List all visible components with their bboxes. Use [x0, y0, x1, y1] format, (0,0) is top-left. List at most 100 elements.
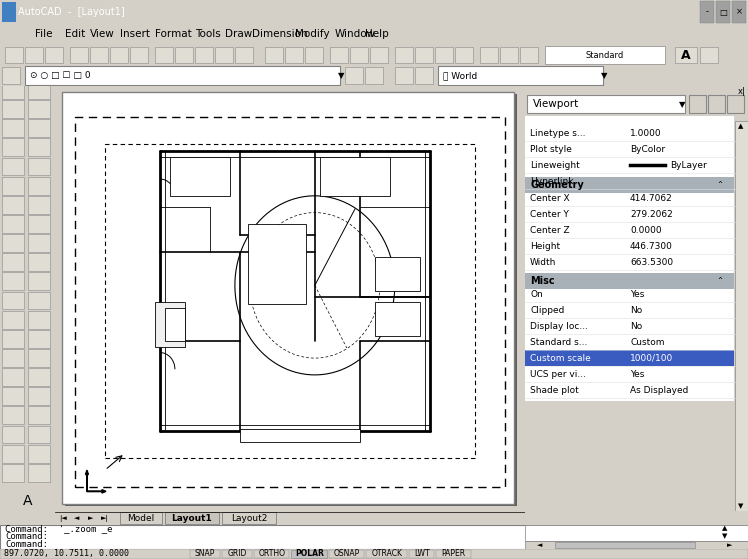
Text: ⌃: ⌃ [717, 277, 723, 286]
Text: 446.7300: 446.7300 [630, 241, 673, 251]
Text: 897.0720, 10.7511, 0.0000: 897.0720, 10.7511, 0.0000 [4, 549, 129, 558]
Bar [2, 292, 24, 310]
Text: ►: ► [727, 542, 733, 548]
Text: 414.7062: 414.7062 [630, 193, 672, 203]
Bar [525, 177, 734, 193]
Text: Display loc...: Display loc... [530, 322, 588, 331]
Text: Edit: Edit [65, 30, 85, 39]
Text: ⊙ ○ □ ☐ □ 0: ⊙ ○ □ ☐ □ 0 [30, 71, 91, 80]
Bar [285, 47, 303, 63]
Text: Clipped: Clipped [530, 306, 565, 315]
Bar [25, 47, 43, 63]
Bar [2, 100, 24, 118]
Bar [370, 47, 388, 63]
Text: Command:: Command: [5, 532, 48, 541]
Bar [525, 116, 734, 181]
Bar [190, 550, 220, 558]
Text: Tools: Tools [195, 30, 221, 39]
Bar [708, 95, 725, 113]
Text: No: No [630, 322, 643, 331]
Bar [28, 100, 49, 118]
Bar [2, 158, 24, 176]
Text: GRID: GRID [227, 549, 247, 558]
Bar [2, 445, 24, 462]
Bar [28, 311, 49, 329]
Bar [28, 425, 49, 443]
Bar [330, 47, 348, 63]
Bar [175, 47, 193, 63]
Bar [675, 47, 697, 63]
Bar [409, 550, 434, 558]
Text: File: File [35, 30, 52, 39]
Text: SNAP: SNAP [194, 549, 215, 558]
Text: Custom: Custom [630, 338, 664, 347]
Text: On: On [530, 290, 543, 299]
Text: Misc: Misc [530, 276, 555, 286]
Text: 1000/100: 1000/100 [630, 354, 673, 363]
Bar [2, 234, 24, 252]
Bar [455, 47, 473, 63]
Text: 🌐 World: 🌐 World [443, 71, 477, 80]
Bar [500, 47, 518, 63]
Text: Dimension: Dimension [252, 30, 307, 39]
Text: ◄: ◄ [537, 542, 543, 548]
Bar [2, 119, 24, 137]
Text: 0.0000: 0.0000 [630, 226, 662, 235]
Bar [292, 550, 327, 558]
Text: OTRACK: OTRACK [372, 549, 402, 558]
Bar [28, 139, 49, 157]
Text: Insert: Insert [120, 30, 150, 39]
Bar [345, 68, 363, 84]
Bar [525, 86, 748, 96]
Text: PAPER: PAPER [441, 549, 466, 558]
Bar [375, 302, 420, 336]
Text: POLAR: POLAR [295, 549, 324, 558]
Text: 279.2062: 279.2062 [630, 210, 672, 219]
Text: -: - [705, 7, 708, 17]
Bar [716, 1, 730, 23]
Text: ByColor: ByColor [630, 145, 665, 154]
Text: Lineweight: Lineweight [530, 160, 580, 170]
Text: x|: x| [738, 87, 746, 96]
Bar [2, 68, 20, 84]
Bar [395, 68, 413, 84]
Bar [105, 144, 475, 458]
Text: ►|: ►| [101, 515, 108, 522]
Text: |◄: |◄ [59, 515, 67, 522]
Bar [305, 47, 323, 63]
Bar [28, 292, 49, 310]
Bar [2, 215, 24, 233]
Bar [165, 513, 219, 524]
Bar [2, 139, 24, 157]
Bar [320, 157, 390, 196]
Bar [415, 47, 433, 63]
Bar [520, 47, 538, 63]
Text: ▼: ▼ [601, 71, 607, 80]
Text: ▼: ▼ [738, 504, 744, 509]
Bar [28, 330, 49, 348]
Bar [2, 2, 16, 22]
Text: ByLayer: ByLayer [670, 160, 707, 170]
Text: A: A [23, 494, 33, 508]
Text: Geometry: Geometry [530, 180, 584, 190]
Text: Shade plot: Shade plot [530, 386, 579, 395]
Bar [555, 542, 695, 548]
Bar [240, 429, 360, 442]
Bar [329, 550, 364, 558]
Bar [545, 46, 665, 64]
Bar [700, 1, 714, 23]
Bar [265, 47, 283, 63]
Bar [215, 47, 233, 63]
Bar [438, 67, 603, 85]
Bar [2, 177, 24, 195]
Text: Viewport: Viewport [533, 99, 580, 109]
Bar [350, 47, 368, 63]
Bar [25, 67, 340, 85]
Bar [480, 47, 498, 63]
Bar [2, 425, 24, 443]
Bar [2, 349, 24, 367]
Bar [28, 81, 49, 99]
Bar [527, 95, 685, 113]
Text: Command:: Command: [5, 541, 48, 549]
Text: No: No [630, 306, 643, 315]
